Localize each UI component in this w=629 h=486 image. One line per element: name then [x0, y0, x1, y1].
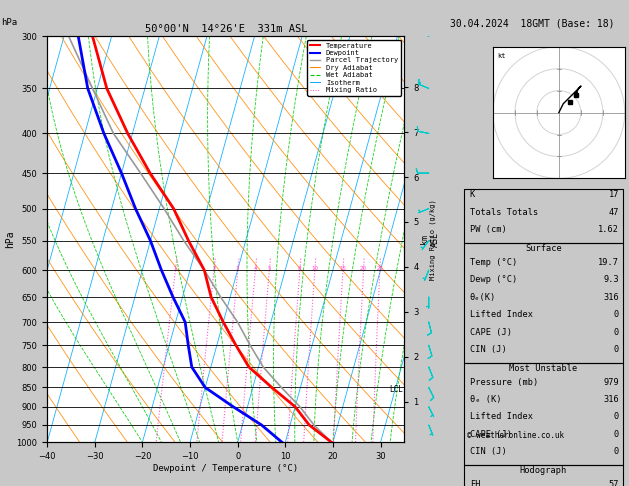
Text: LCL: LCL — [389, 385, 403, 394]
Text: Surface: Surface — [525, 244, 562, 253]
Text: Dewp (°C): Dewp (°C) — [470, 275, 517, 284]
Text: 4: 4 — [253, 266, 257, 271]
Bar — [464, 465, 623, 486]
Text: 316: 316 — [603, 395, 619, 404]
Text: 17: 17 — [609, 190, 619, 199]
Text: 30.04.2024  18GMT (Base: 18): 30.04.2024 18GMT (Base: 18) — [450, 18, 615, 28]
Text: kt: kt — [498, 52, 506, 59]
Text: © weatheronline.co.uk: © weatheronline.co.uk — [467, 431, 564, 440]
Text: 0: 0 — [614, 328, 619, 336]
Text: 9.3: 9.3 — [603, 275, 619, 284]
Text: CIN (J): CIN (J) — [470, 345, 506, 354]
Text: 979: 979 — [603, 378, 619, 386]
Y-axis label: km
ASL: km ASL — [420, 232, 440, 247]
X-axis label: Dewpoint / Temperature (°C): Dewpoint / Temperature (°C) — [153, 464, 298, 473]
Text: 316: 316 — [603, 293, 619, 302]
Text: CAPE (J): CAPE (J) — [470, 430, 512, 439]
Text: Lifted Index: Lifted Index — [470, 413, 533, 421]
Text: Temp (°C): Temp (°C) — [470, 258, 517, 267]
Text: 0: 0 — [614, 345, 619, 354]
Text: 0: 0 — [614, 447, 619, 456]
Bar — [464, 243, 623, 363]
Text: 0: 0 — [614, 413, 619, 421]
Text: Hodograph: Hodograph — [520, 466, 567, 475]
Text: EH: EH — [470, 480, 480, 486]
Bar — [464, 363, 623, 465]
Text: PW (cm): PW (cm) — [470, 225, 506, 234]
Y-axis label: hPa: hPa — [5, 230, 15, 248]
Text: 2: 2 — [212, 266, 216, 271]
Text: 25: 25 — [376, 266, 383, 271]
Text: 15: 15 — [340, 266, 347, 271]
Text: 47: 47 — [609, 208, 619, 217]
Text: 3: 3 — [236, 266, 240, 271]
Text: Pressure (mb): Pressure (mb) — [470, 378, 538, 386]
Text: 0: 0 — [614, 310, 619, 319]
Text: θₑ(K): θₑ(K) — [470, 293, 496, 302]
Text: θₑ (K): θₑ (K) — [470, 395, 501, 404]
Text: 10: 10 — [311, 266, 318, 271]
Text: 1: 1 — [174, 266, 177, 271]
Text: 19.7: 19.7 — [598, 258, 619, 267]
Text: 20: 20 — [360, 266, 367, 271]
Text: Most Unstable: Most Unstable — [509, 364, 577, 373]
Text: hPa: hPa — [1, 17, 18, 27]
Text: 5: 5 — [267, 266, 271, 271]
Text: 8: 8 — [298, 266, 301, 271]
Text: CIN (J): CIN (J) — [470, 447, 506, 456]
Legend: Temperature, Dewpoint, Parcel Trajectory, Dry Adiabat, Wet Adiabat, Isotherm, Mi: Temperature, Dewpoint, Parcel Trajectory… — [307, 40, 401, 96]
Text: K: K — [470, 190, 475, 199]
Text: 1.62: 1.62 — [598, 225, 619, 234]
Text: Mixing Ratio (g/kg): Mixing Ratio (g/kg) — [430, 199, 437, 280]
Text: CAPE (J): CAPE (J) — [470, 328, 512, 336]
Title: 50°00'N  14°26'E  331m ASL: 50°00'N 14°26'E 331m ASL — [145, 24, 307, 35]
Text: Totals Totals: Totals Totals — [470, 208, 538, 217]
Text: Lifted Index: Lifted Index — [470, 310, 533, 319]
Text: 57: 57 — [609, 480, 619, 486]
Text: 0: 0 — [614, 430, 619, 439]
Bar — [464, 189, 623, 243]
